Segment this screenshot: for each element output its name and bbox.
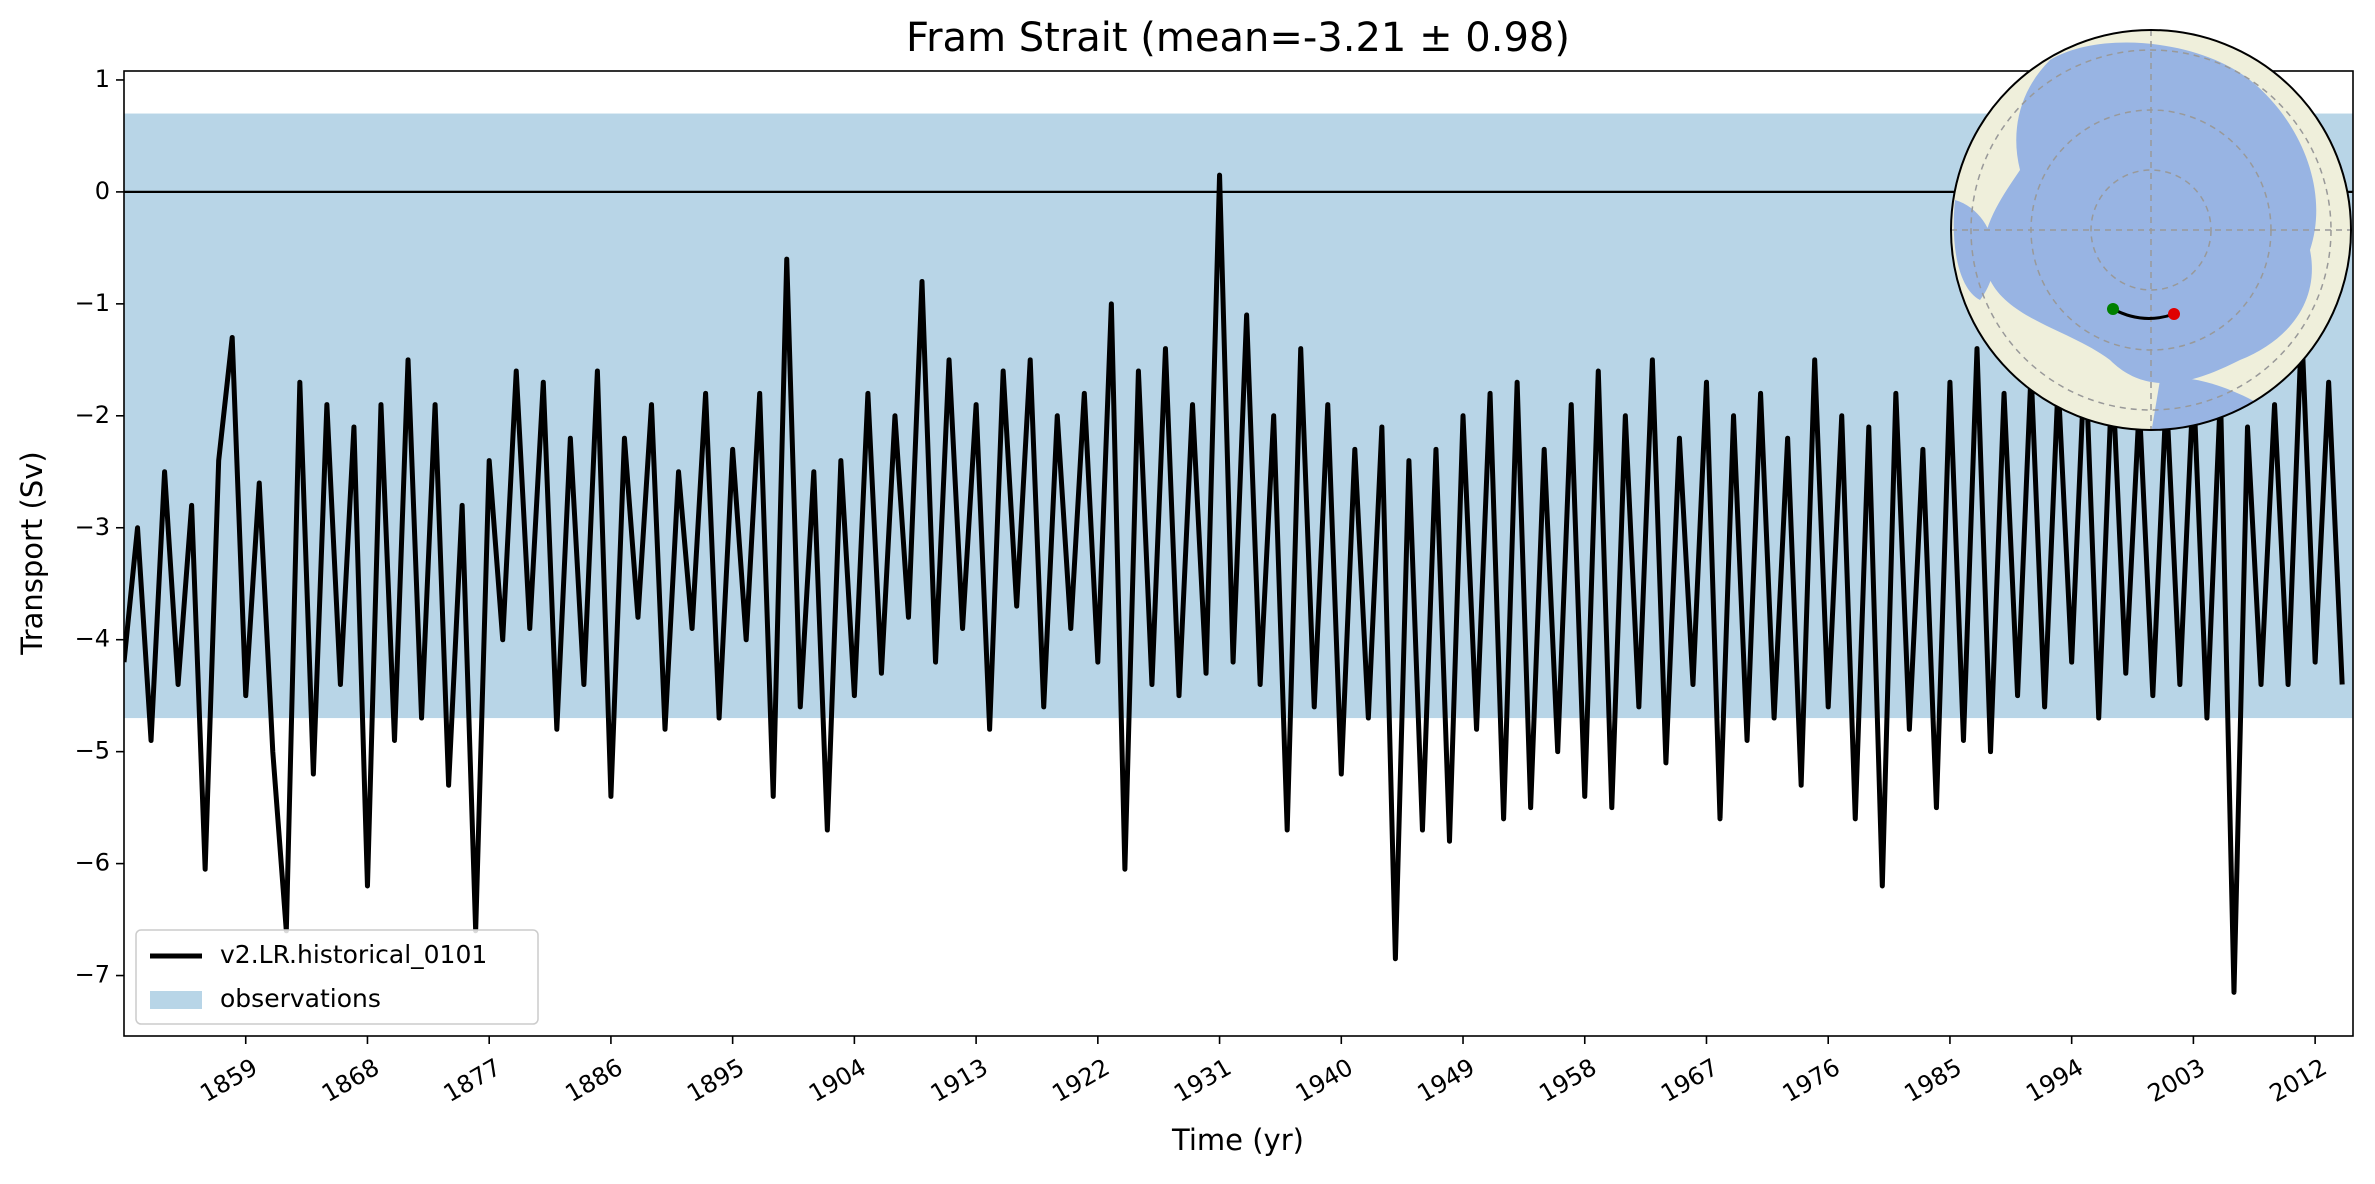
x-tick-label: 1913 [926,1053,993,1108]
x-tick-label: 1940 [1291,1053,1358,1108]
x-tick-label: 1868 [317,1053,384,1108]
x-tick-label: 1994 [2021,1053,2088,1108]
x-axis-label: Time (yr) [1171,1123,1304,1157]
map-section [2112,307,2175,320]
x-tick-label: 2012 [2265,1053,2332,1108]
y-tick-label: −1 [75,289,110,317]
map-section-end [2168,308,2180,320]
x-tick-label: 1895 [682,1053,749,1108]
map-inset [1950,29,2352,431]
x-tick-label: 2003 [2143,1053,2210,1108]
y-tick-label: −4 [75,625,110,653]
x-tick-label: 1958 [1534,1053,1601,1108]
x-tick-label: 1931 [1169,1053,1236,1108]
y-tick-label: −3 [75,513,110,541]
y-tick-label: 0 [95,177,110,205]
legend: v2.LR.historical_0101 observations [135,929,539,1025]
x-tick-label: 1922 [1047,1053,1114,1108]
y-tick-label: −7 [75,961,110,989]
y-tick-label: 1 [95,65,110,93]
x-tick-label: 1976 [1778,1053,1845,1108]
x-tick-label: 1886 [561,1053,628,1108]
x-tick-label: 1967 [1656,1053,1723,1108]
map-graticule [1951,30,2351,430]
y-tick-label: −5 [75,737,110,765]
map-section-start [2107,303,2119,315]
map-ocean [1983,42,2317,384]
x-tick-label: 1859 [195,1053,262,1108]
y-tick-label: −2 [75,401,110,429]
data-line [124,172,2345,995]
x-tick-label: 1877 [439,1053,506,1108]
legend-label: v2.LR.historical_0101 [220,940,487,969]
chart-title: Fram Strait (mean=-3.21 ± 0.98) [906,15,1570,61]
plot-frame [123,70,2354,1037]
y-axis-label: Transport (Sv) [15,451,49,656]
x-tick-label: 1949 [1413,1053,1480,1108]
y-tick-label: −6 [75,849,110,877]
legend-label: observations [220,984,381,1013]
map-ocean [1953,200,1995,300]
legend-swatch [150,991,202,1009]
x-tick-label: 1985 [1900,1053,1967,1108]
legend-box [135,929,539,1025]
x-tick-label: 1904 [804,1053,871,1108]
map-border [1950,29,2352,431]
